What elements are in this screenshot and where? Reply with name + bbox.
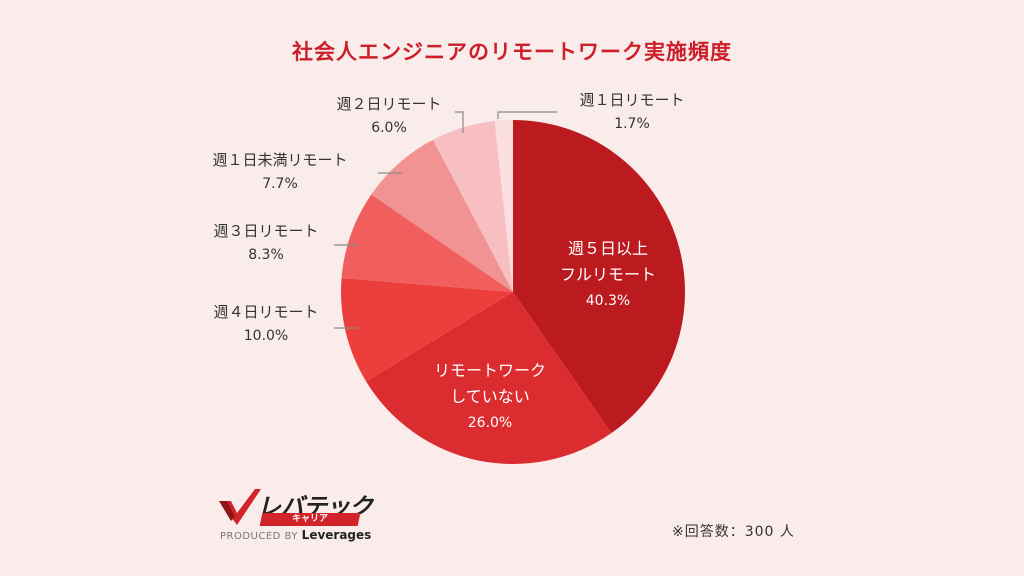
pie-slice-no_remote [366, 292, 612, 464]
produced-by-prefix: PRODUCED BY [220, 531, 298, 542]
produced-by: PRODUCED BY Leverages [220, 528, 371, 542]
pie-slice-1day [494, 120, 513, 292]
pie-slice-4days [341, 277, 513, 382]
slice-label-line: していない [450, 387, 530, 406]
slice-label-lt1day: 週１日未満リモート 7.7% [180, 148, 380, 196]
slice-value: 1.7% [614, 116, 650, 132]
pie-slice-2days [432, 120, 513, 293]
slice-value: 40.3% [585, 293, 631, 309]
brand-logo: レバテック キャリア PRODUCED BY Leverages [217, 487, 377, 547]
slice-label-no-remote: リモートワーク していない 26.0% [420, 358, 560, 436]
slice-label-2days: 週２日リモート 6.0% [309, 92, 469, 140]
slice-label-3days: 週３日リモート 8.3% [186, 219, 346, 267]
slice-value: 7.7% [262, 176, 298, 192]
slice-label-line: 週３日リモート [213, 222, 319, 240]
checkmark-logo-icon [219, 489, 261, 525]
logo-sub-bar: キャリア [259, 513, 361, 526]
produced-by-brand: Leverages [301, 528, 372, 542]
slice-label-line: 週１日リモート [579, 91, 685, 109]
slice-label-line: 週１日未満リモート [212, 151, 348, 169]
slice-label-line: 週５日以上 [567, 239, 648, 258]
leader-line-2days [455, 111, 464, 133]
slice-label-line: リモートワーク [433, 361, 546, 380]
chart-title: 社会人エンジニアのリモートワーク実施頻度 [292, 40, 732, 64]
pie-slice-3days [341, 194, 513, 292]
slice-value: 6.0% [371, 120, 407, 136]
slice-value: 10.0% [243, 328, 289, 344]
slice-label-4days: 週４日リモート 10.0% [186, 300, 346, 348]
slice-value: 26.0% [467, 415, 513, 431]
logo-sub: キャリア [291, 514, 328, 524]
slice-label-line: 週４日リモート [213, 303, 319, 321]
response-count: ※回答数：300 人 [672, 524, 795, 540]
slice-label-full-remote: 週５日以上 フルリモート 40.3% [548, 236, 668, 314]
slice-label-line: 週２日リモート [336, 95, 442, 113]
slice-label-1day: 週１日リモート 1.7% [552, 88, 712, 136]
leader-line-1day [497, 111, 557, 119]
pie-slice-lt1day [371, 139, 513, 292]
pie-slice-full_remote [513, 120, 685, 434]
slice-value: 8.3% [248, 247, 284, 263]
slice-label-line: フルリモート [559, 265, 656, 284]
